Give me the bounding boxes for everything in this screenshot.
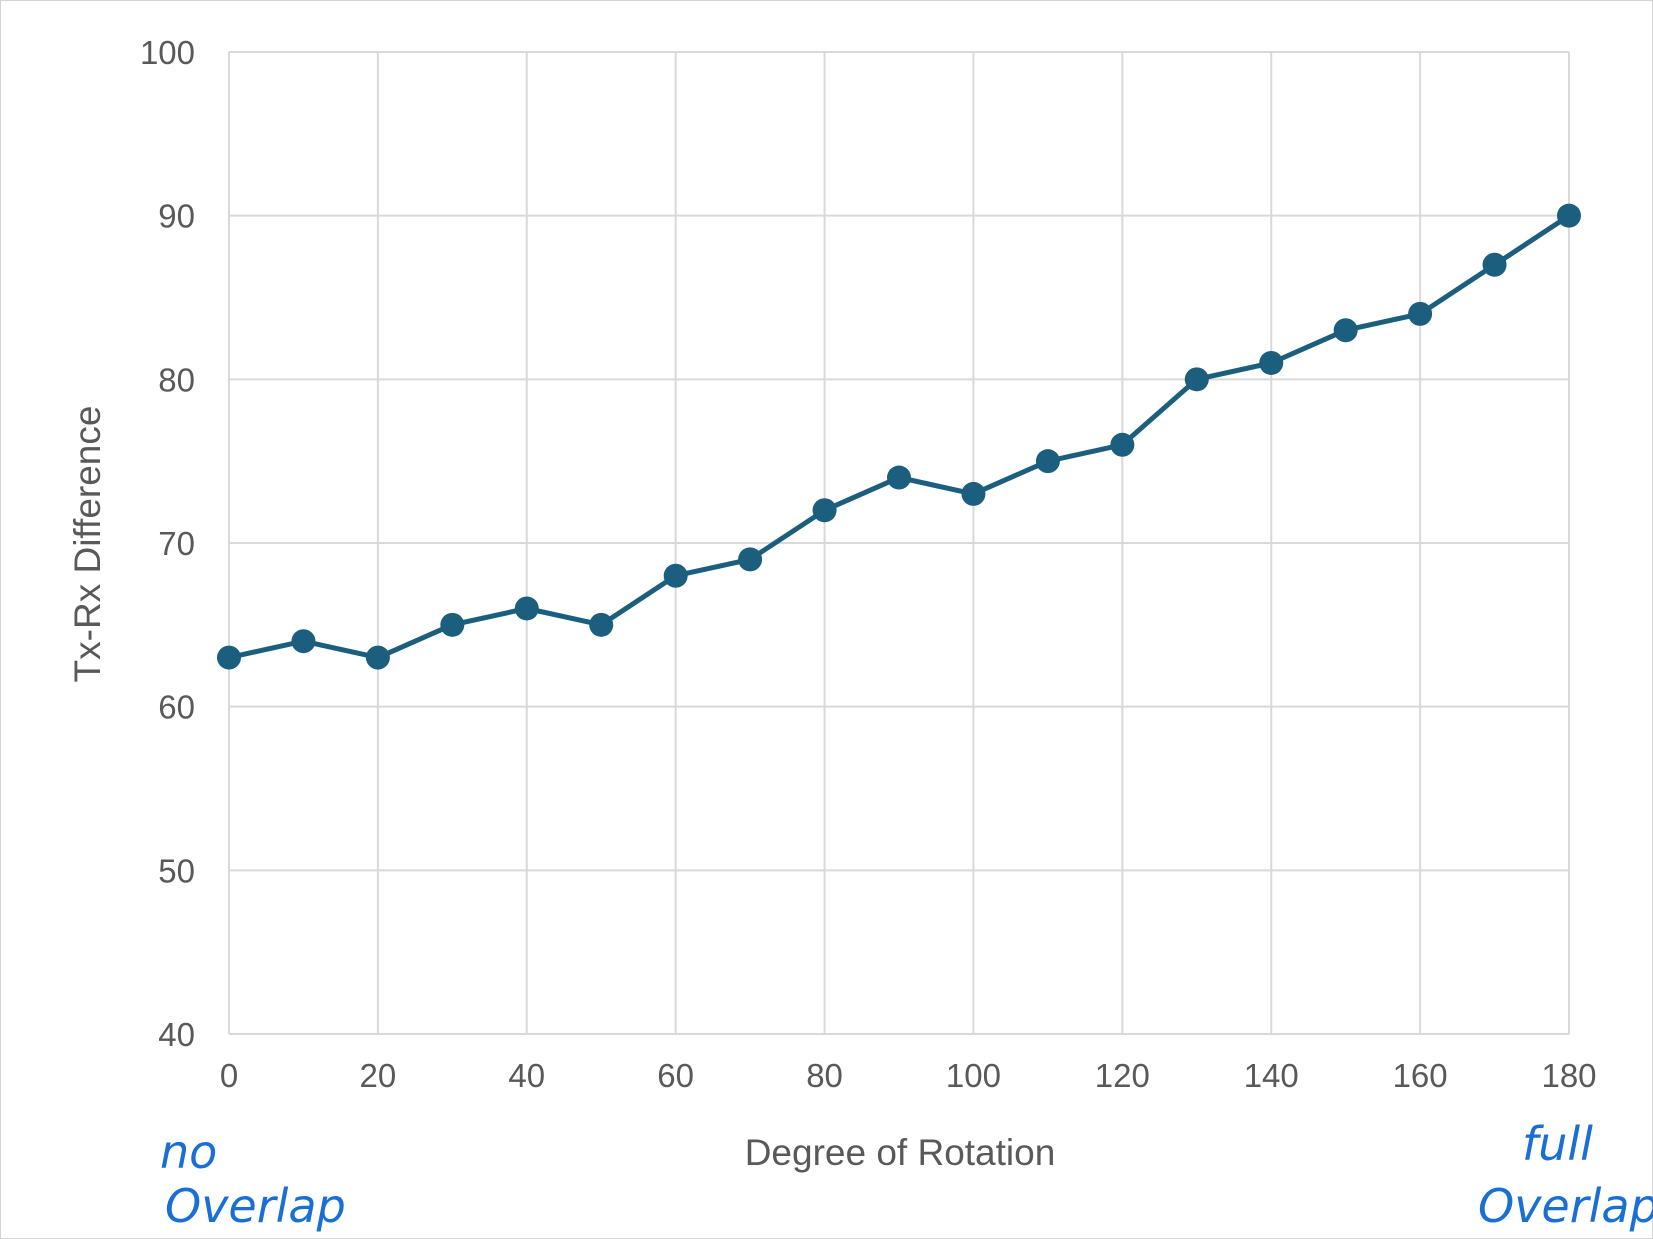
data-point — [738, 547, 763, 572]
y-tick-label: 40 — [158, 1016, 195, 1053]
x-axis-title: Degree of Rotation — [745, 1132, 1056, 1173]
handwritten-annotation-left: no Overlap — [160, 1125, 346, 1233]
x-tick-label: 140 — [1244, 1057, 1299, 1094]
x-tick-labels: 0 20 40 60 80 100 120 140 160 180 — [220, 1057, 1597, 1094]
data-point — [1259, 350, 1284, 375]
x-tick-label: 20 — [360, 1057, 397, 1094]
x-tick-label: 60 — [657, 1057, 694, 1094]
data-point — [1333, 318, 1358, 343]
x-tick-label: 120 — [1095, 1057, 1150, 1094]
data-point — [1557, 203, 1581, 228]
y-tick-label: 100 — [140, 34, 195, 71]
data-point — [1035, 449, 1060, 474]
x-tick-label: 40 — [508, 1057, 545, 1094]
y-tick-label: 90 — [158, 198, 195, 235]
data-point — [217, 645, 241, 670]
data-point — [1110, 432, 1135, 457]
series-line — [228, 213, 1571, 661]
data-point — [291, 629, 316, 654]
data-point — [961, 481, 986, 506]
annotation-left-line2: Overlap — [165, 1179, 346, 1233]
x-tick-label: 160 — [1393, 1057, 1448, 1094]
data-point — [812, 498, 837, 523]
data-point — [663, 563, 688, 588]
handwritten-annotation-right: full Overlap — [1478, 1117, 1653, 1233]
x-tick-label: 80 — [806, 1057, 843, 1094]
data-point — [514, 596, 539, 621]
data-point — [1184, 367, 1209, 392]
data-point — [589, 612, 614, 637]
x-tick-label: 180 — [1541, 1057, 1596, 1094]
data-point — [1482, 252, 1507, 277]
annotation-right-line1: full — [1522, 1117, 1593, 1171]
y-axis-title: Tx-Rx Difference — [67, 406, 108, 683]
data-point — [440, 612, 465, 637]
y-tick-label: 70 — [158, 525, 195, 562]
y-tick-label: 50 — [158, 852, 195, 889]
y-tick-labels: 40 50 60 70 80 90 100 — [140, 34, 195, 1053]
data-point — [887, 465, 911, 490]
x-tick-label: 0 — [220, 1057, 238, 1094]
data-point — [365, 645, 390, 670]
data-point — [1408, 301, 1433, 326]
annotation-left-line1: no — [160, 1125, 217, 1179]
series-layer — [217, 203, 1581, 670]
y-tick-label: 80 — [158, 361, 195, 398]
x-tick-label: 100 — [946, 1057, 1001, 1094]
annotation-right-line2: Overlap — [1478, 1179, 1653, 1233]
gridlines — [228, 51, 1570, 1035]
y-tick-label: 60 — [158, 689, 195, 726]
